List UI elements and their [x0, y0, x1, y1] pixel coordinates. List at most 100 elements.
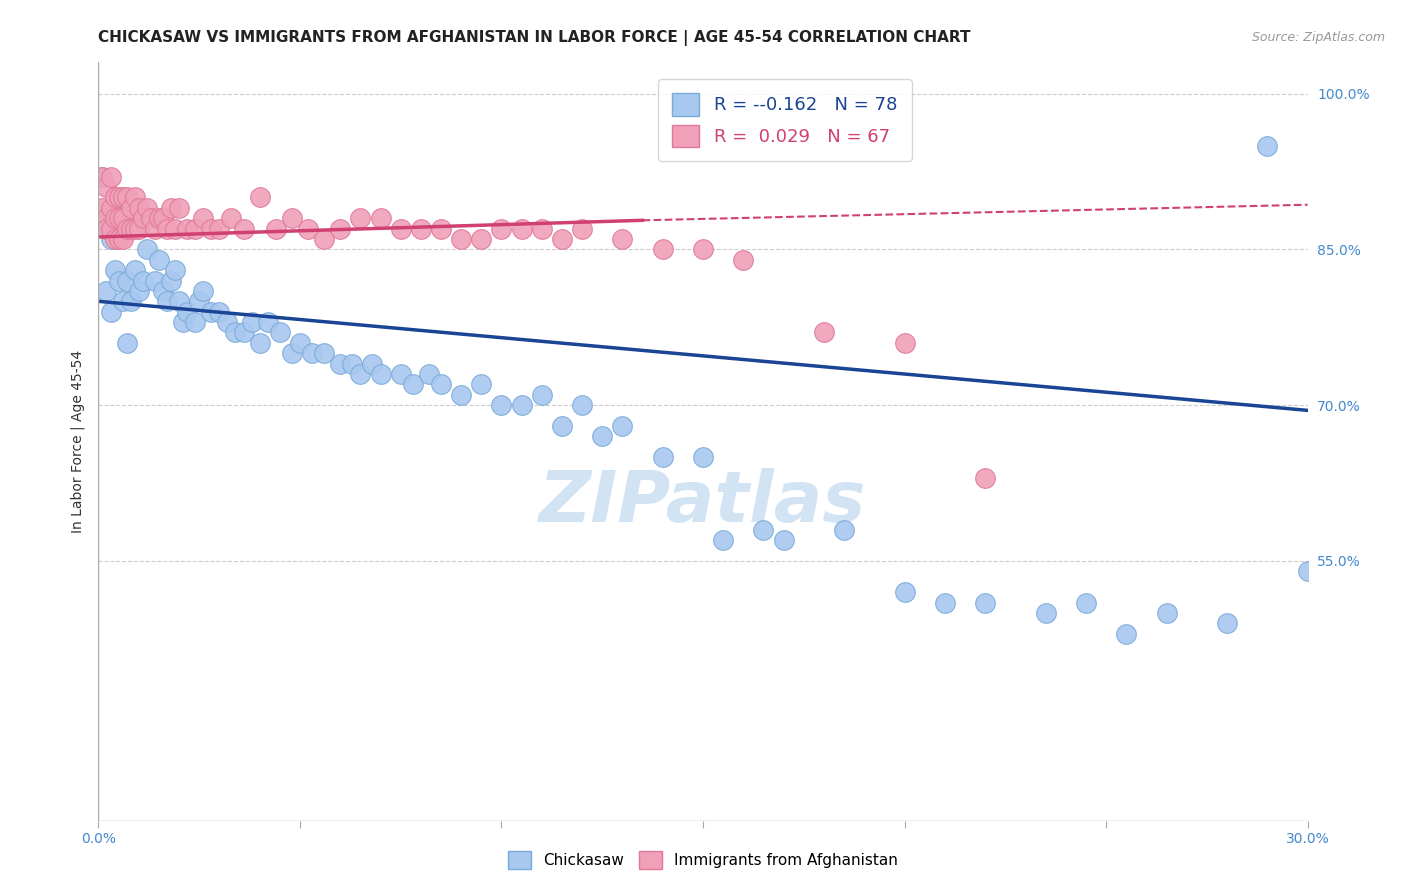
Point	[1216, 616, 1239, 631]
Point	[329, 221, 352, 235]
Point	[167, 294, 190, 309]
Point	[281, 346, 304, 360]
Point	[163, 263, 186, 277]
Point	[160, 274, 183, 288]
Point	[115, 335, 138, 350]
Point	[148, 252, 170, 267]
Point	[115, 221, 138, 235]
Point	[208, 221, 231, 235]
Point	[651, 450, 673, 464]
Point	[1296, 565, 1319, 579]
Point	[100, 169, 122, 184]
Point	[156, 294, 179, 309]
Point	[184, 315, 207, 329]
Point	[176, 221, 198, 235]
Point	[1035, 606, 1057, 620]
Point	[107, 232, 129, 246]
Point	[152, 211, 174, 226]
Point	[893, 585, 915, 599]
Point	[530, 388, 553, 402]
Point	[132, 211, 155, 226]
Point	[450, 388, 472, 402]
Point	[314, 346, 336, 360]
Point	[692, 450, 714, 464]
Point	[91, 169, 114, 184]
Point	[107, 274, 129, 288]
Point	[111, 211, 134, 226]
Point	[510, 398, 533, 412]
Point	[128, 284, 150, 298]
Point	[772, 533, 794, 548]
Point	[107, 211, 129, 226]
Point	[128, 201, 150, 215]
Point	[450, 232, 472, 246]
Point	[91, 201, 114, 215]
Point	[349, 367, 371, 381]
Point	[893, 335, 915, 350]
Point	[128, 221, 150, 235]
Point	[361, 357, 384, 371]
Point	[135, 201, 157, 215]
Point	[240, 315, 263, 329]
Point	[100, 201, 122, 215]
Point	[430, 377, 453, 392]
Point	[167, 201, 190, 215]
Point	[103, 211, 125, 226]
Point	[124, 221, 146, 235]
Point	[193, 284, 215, 298]
Point	[491, 398, 513, 412]
Point	[124, 263, 146, 277]
Point	[148, 211, 170, 226]
Point	[612, 419, 634, 434]
Point	[1074, 595, 1097, 609]
Point	[91, 169, 114, 184]
Point	[96, 180, 118, 194]
Point	[103, 221, 125, 235]
Point	[115, 274, 138, 288]
Point	[96, 221, 118, 235]
Point	[974, 471, 997, 485]
Point	[96, 211, 118, 226]
Point	[143, 274, 166, 288]
Point	[160, 201, 183, 215]
Point	[264, 221, 287, 235]
Point	[491, 221, 513, 235]
Point	[591, 429, 613, 443]
Point	[100, 232, 122, 246]
Point	[200, 221, 222, 235]
Point	[409, 221, 432, 235]
Point	[193, 211, 215, 226]
Point	[301, 346, 323, 360]
Point	[1115, 626, 1137, 640]
Point	[418, 367, 440, 381]
Point	[256, 315, 278, 329]
Point	[115, 190, 138, 204]
Point	[349, 211, 371, 226]
Point	[389, 367, 412, 381]
Legend: Chickasaw, Immigrants from Afghanistan: Chickasaw, Immigrants from Afghanistan	[502, 845, 904, 875]
Point	[156, 221, 179, 235]
Point	[124, 190, 146, 204]
Point	[96, 221, 118, 235]
Legend: R = --0.162   N = 78, R =  0.029   N = 67: R = --0.162 N = 78, R = 0.029 N = 67	[658, 79, 911, 161]
Point	[530, 221, 553, 235]
Point	[510, 221, 533, 235]
Point	[103, 232, 125, 246]
Point	[221, 211, 243, 226]
Point	[249, 335, 271, 350]
Point	[163, 221, 186, 235]
Point	[269, 326, 291, 340]
Point	[571, 221, 593, 235]
Point	[132, 274, 155, 288]
Point	[1256, 138, 1278, 153]
Point	[143, 221, 166, 235]
Text: ZIPatlas: ZIPatlas	[540, 467, 866, 537]
Point	[232, 221, 254, 235]
Point	[314, 232, 336, 246]
Point	[571, 398, 593, 412]
Point	[813, 326, 835, 340]
Point	[612, 232, 634, 246]
Point	[120, 294, 142, 309]
Point	[111, 294, 134, 309]
Point	[111, 232, 134, 246]
